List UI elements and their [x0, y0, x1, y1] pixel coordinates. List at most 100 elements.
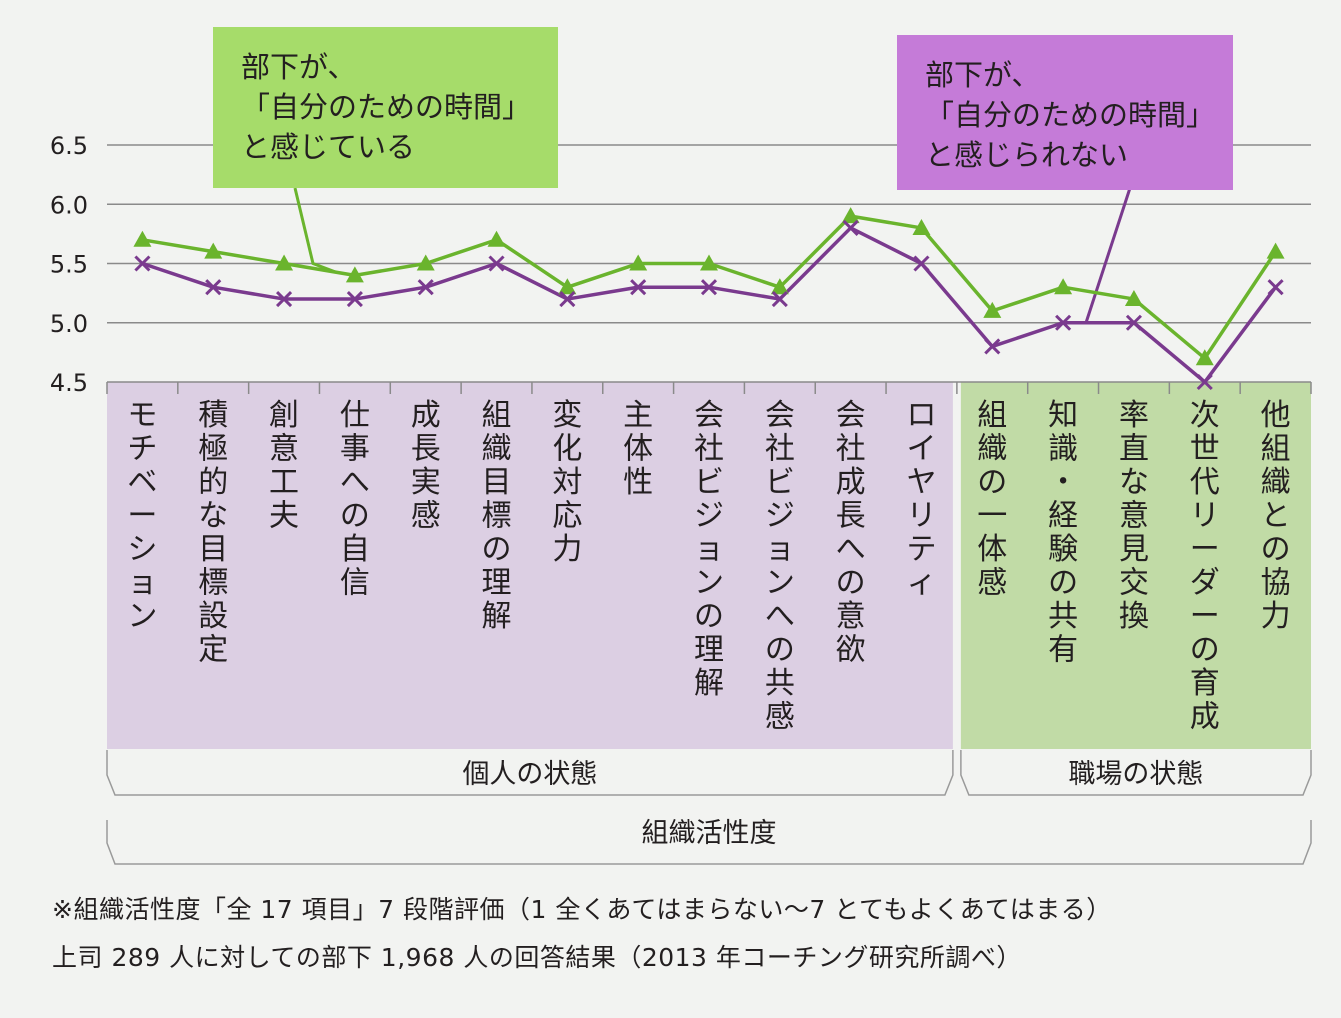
data-point-triangle: [487, 230, 506, 247]
svg-text:の: の: [694, 599, 724, 634]
group-label: 個人の状態: [462, 759, 597, 790]
svg-text:一: 一: [977, 499, 1007, 534]
data-point-x: [134, 255, 151, 272]
data-point-triangle: [700, 254, 718, 271]
data-point-triangle: [841, 207, 860, 224]
footnote-source: 上司 289 人に対しての部下 1,968 人の回答結果（2013 年コーチング…: [52, 943, 1022, 972]
svg-text:ビ: ビ: [765, 465, 795, 500]
svg-text:率: 率: [1119, 398, 1149, 433]
svg-text:へ: へ: [340, 465, 370, 500]
svg-text:識: 識: [1048, 432, 1078, 467]
svg-text:織: 織: [1261, 465, 1291, 500]
data-point-x: [559, 290, 576, 308]
data-point-x: [1125, 314, 1143, 331]
y-tick-label: 5.0: [50, 310, 88, 338]
svg-text:成: 成: [1190, 700, 1220, 735]
data-point-triangle: [133, 230, 152, 247]
svg-text:仕: 仕: [340, 398, 370, 433]
svg-text:モ: モ: [127, 398, 157, 433]
data-point-x: [913, 255, 930, 272]
data-point-triangle: [275, 254, 294, 271]
svg-text:協: 協: [1261, 566, 1291, 601]
svg-text:ョ: ョ: [127, 566, 157, 601]
svg-text:と: と: [1261, 499, 1291, 534]
svg-text:換: 換: [1119, 599, 1149, 634]
svg-text:社: 社: [765, 432, 795, 467]
svg-text:意: 意: [836, 599, 866, 634]
svg-text:織: 織: [482, 432, 512, 467]
svg-text:ダ: ダ: [1190, 566, 1220, 601]
svg-text:ョ: ョ: [765, 532, 795, 567]
svg-text:ヤ: ヤ: [906, 465, 936, 500]
svg-text:解: 解: [694, 666, 724, 701]
data-point-triangle: [770, 278, 789, 295]
svg-text:会: 会: [765, 398, 795, 433]
y-tick-label: 4.5: [50, 369, 88, 397]
svg-text:創: 創: [269, 398, 299, 433]
svg-text:会: 会: [694, 398, 724, 433]
svg-text:成: 成: [411, 398, 441, 433]
y-tick-label: 5.5: [50, 251, 88, 279]
svg-text:目: 目: [482, 465, 512, 500]
svg-text:自: 自: [340, 532, 370, 567]
legend-callout-text: 部下が、: [241, 50, 356, 84]
group-bracket-2: [960, 750, 1312, 796]
legend-callout-box: [897, 35, 1233, 190]
supergroup-bracket: [106, 820, 1312, 865]
data-point-x: [842, 219, 859, 237]
svg-text:理: 理: [482, 566, 512, 601]
svg-text:社: 社: [836, 432, 866, 467]
svg-text:他: 他: [1261, 398, 1291, 433]
svg-text:定: 定: [198, 633, 228, 668]
group-bracket-1: [106, 750, 954, 796]
svg-text:ビ: ビ: [694, 465, 724, 500]
svg-text:ィ: ィ: [906, 566, 936, 601]
svg-text:長: 長: [836, 499, 866, 534]
svg-text:経: 経: [1048, 499, 1078, 534]
data-point-x: [346, 290, 363, 308]
svg-text:の: の: [977, 465, 1007, 500]
group-label: 職場の状態: [1068, 759, 1203, 790]
svg-text:感: 感: [411, 499, 441, 534]
data-point-triangle: [1124, 290, 1143, 307]
data-point-x: [1055, 314, 1072, 331]
footnote-scale: ※組織活性度「全 17 項目」7 段階評価（1 全くあてはまらない〜7 とてもよ…: [52, 895, 1112, 924]
data-point-triangle: [558, 278, 577, 295]
svg-text:知: 知: [1048, 398, 1078, 433]
svg-text:の: の: [765, 633, 795, 668]
data-point-triangle: [629, 254, 648, 271]
svg-text:育: 育: [1190, 666, 1220, 701]
legend-callout-text: 部下が、: [925, 58, 1040, 92]
svg-text:組: 組: [1261, 432, 1291, 467]
svg-text:標: 標: [482, 499, 512, 534]
callout-leader-line: [1084, 187, 1132, 324]
data-point-triangle: [1266, 242, 1285, 259]
data-point-x: [630, 279, 647, 296]
svg-text:社: 社: [694, 432, 724, 467]
legend-callout-text: 「自分のための時間」: [925, 98, 1215, 132]
svg-text:の: の: [836, 566, 866, 601]
series-line-2: [141, 226, 1277, 384]
svg-text:次: 次: [1190, 398, 1220, 433]
category-label: 主体性: [623, 398, 653, 500]
svg-text:シ: シ: [127, 532, 157, 567]
svg-text:長: 長: [411, 432, 441, 467]
legend-callout-box: [213, 27, 558, 188]
legend-callout-text: と感じられない: [925, 138, 1128, 172]
supergroup-label: 組織活性度: [642, 818, 777, 849]
svg-text:の: の: [340, 499, 370, 534]
svg-text:組: 組: [482, 398, 512, 433]
data-point-triangle: [416, 254, 435, 271]
svg-text:性: 性: [623, 465, 653, 500]
svg-text:ン: ン: [765, 566, 795, 601]
legend-callout-text: 「自分のための時間」: [241, 90, 531, 124]
